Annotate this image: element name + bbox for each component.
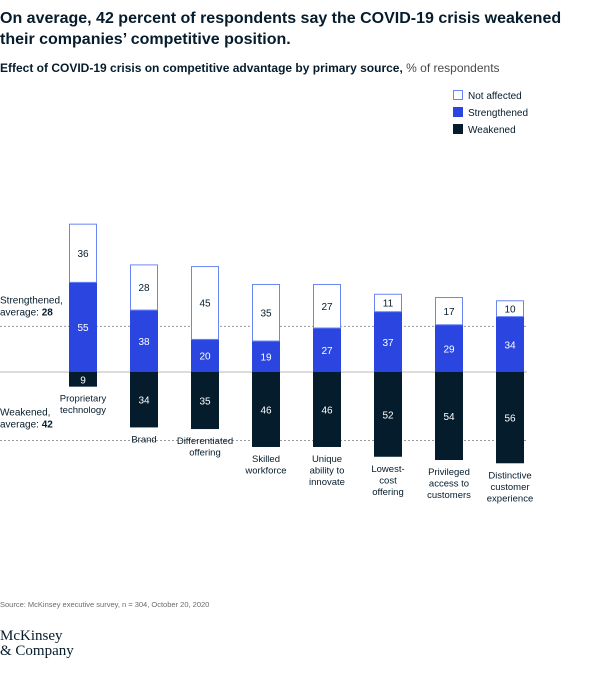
bar-not-affected-distinctive-customer-experience [496,300,524,318]
bar-weakened-brand [130,372,158,428]
bar-strengthened-lowest-cost-offering [374,311,402,372]
value-label-weakened: 56 [504,414,516,425]
bar-not-affected-unique-ability-to-innovate [313,283,341,329]
value-label-strengthened: 19 [260,353,272,364]
chart-subtitle-unit: % of respondents [406,61,500,75]
value-label-weakened: 35 [199,397,211,408]
value-label-not-affected: 36 [77,249,89,260]
value-label-not-affected: 11 [383,299,394,310]
value-label-not-affected: 27 [321,302,333,313]
value-label-weakened: 9 [80,375,86,386]
value-label-not-affected: 17 [443,307,455,318]
headline: On average, 42 percent of respondents sa… [0,10,562,48]
legend-label-weakened: Weakened [468,125,516,136]
bar-strengthened-privileged-access-to-customers [435,324,463,372]
value-label-strengthened: 55 [77,323,89,334]
value-label-strengthened: 37 [382,338,394,349]
value-label-strengthened: 27 [321,346,333,357]
logo-line-1: McKinsey [0,628,63,644]
bar-not-affected-lowest-cost-offering [374,293,402,313]
chart-subtitle-bold: Effect of COVID-19 crisis on competitive… [0,61,403,75]
value-label-not-affected: 28 [138,283,150,294]
legend-label-not-affected: Not affected [468,91,522,102]
value-label-strengthened: 34 [504,340,516,351]
value-label-weakened: 46 [260,405,272,416]
bar-weakened-unique-ability-to-innovate [313,372,341,447]
value-label-weakened: 46 [321,405,333,416]
bar-strengthened-differentiated-offering [191,339,219,372]
bar-not-affected-differentiated-offering [191,266,219,340]
average-label-strengthened: Strengthened, average: 28 [0,295,63,318]
bar-not-affected-proprietary-technology [69,223,97,283]
mckinsey-logo: McKinsey & Company [0,629,74,659]
source-note: Source: McKinsey executive survey, n = 3… [0,600,210,609]
value-label-weakened: 54 [443,412,455,423]
category-label-differentiated-offering: Differentiated offering [177,436,233,459]
category-label-privileged-access-to-customers: Privileged access to customers [427,467,471,501]
bar-strengthened-unique-ability-to-innovate [313,327,341,372]
bar-strengthened-skilled-workforce [252,341,280,372]
legend-swatch-not-affected [453,90,463,100]
bar-not-affected-skilled-workforce [252,283,280,342]
logo-line-2: & Company [0,643,74,659]
bar-strengthened-distinctive-customer-experience [496,316,524,372]
value-label-not-affected: 45 [199,299,211,310]
bar-weakened-distinctive-customer-experience [496,372,524,464]
category-label-brand: Brand [131,434,156,445]
bar-strengthened-brand [130,310,158,372]
category-label-proprietary-technology: Proprietary technology [60,394,107,417]
bar-not-affected-privileged-access-to-customers [435,297,463,326]
category-label-unique-ability-to-innovate: Unique ability to innovate [309,454,345,488]
value-label-not-affected: 10 [504,304,516,315]
bar-weakened-proprietary-technology [69,372,97,387]
legend-swatch-strengthened [453,107,463,117]
legend-label-strengthened: Strengthened [468,108,528,119]
value-label-not-affected: 35 [260,309,272,320]
value-label-weakened: 52 [382,410,394,421]
bar-strengthened-proprietary-technology [69,282,97,372]
category-label-skilled-workforce: Skilled workforce [244,454,286,477]
bar-not-affected-brand [130,264,158,311]
chart-subtitle: Effect of COVID-19 crisis on competitive… [0,61,600,76]
value-label-strengthened: 38 [138,337,150,348]
value-label-strengthened: 20 [199,352,211,363]
bar-weakened-skilled-workforce [252,372,280,447]
category-label-distinctive-customer-experience: Distinctive customer experience [487,470,533,504]
legend-swatch-weakened [453,124,463,134]
bar-weakened-privileged-access-to-customers [435,372,463,461]
average-label-weakened: Weakened, average: 42 [0,407,53,430]
value-label-strengthened: 29 [443,344,455,355]
category-label-lowest-cost-offering: Lowest-cost offering [371,464,404,498]
bar-weakened-differentiated-offering [191,372,219,430]
bar-weakened-lowest-cost-offering [374,372,402,457]
value-label-weakened: 34 [138,396,150,407]
